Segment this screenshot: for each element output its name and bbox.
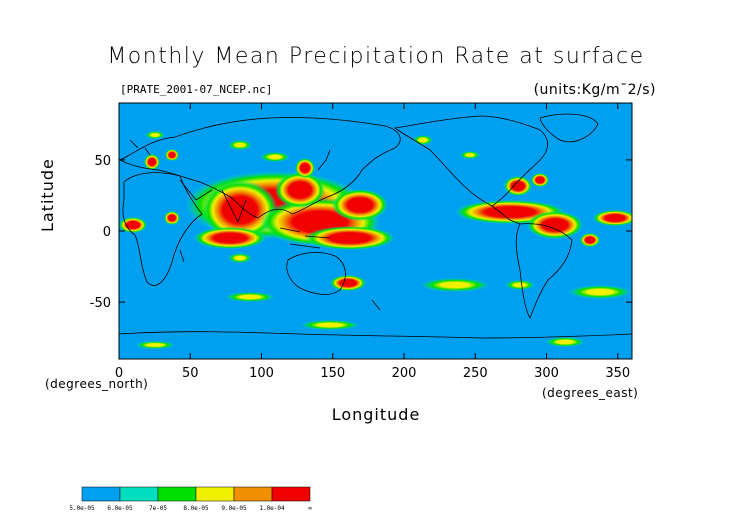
- y-tick-label: 0: [103, 225, 111, 240]
- colorbar-swatch: [195, 486, 235, 502]
- y-axis-ticks: 50 0 -50: [90, 154, 632, 311]
- colorbar-label: 7e-05: [149, 505, 167, 512]
- coastlines: [119, 113, 632, 339]
- y-tick-label: -50: [90, 296, 111, 311]
- file-name: [PRATE_2001-07_NCEP.nc]: [120, 83, 273, 96]
- x-tick-label: 150: [320, 366, 345, 381]
- y-axis-units: (degrees_north): [45, 377, 149, 391]
- colorbar-label: ∞: [308, 505, 312, 512]
- x-tick-label: 200: [392, 366, 417, 381]
- colorbar-label: 1.0e-04: [259, 505, 285, 512]
- colorbar-swatch: [233, 486, 273, 502]
- colorbar-label: 8.0e-05: [183, 505, 209, 512]
- x-tick-label: 0: [115, 366, 123, 381]
- colorbar-label: 5.0e-05: [69, 505, 95, 512]
- colorbar-label: 9.0e-05: [221, 505, 247, 512]
- colorbar-swatch: [81, 486, 121, 502]
- colorbar-swatch: [157, 486, 197, 502]
- x-tick-label: 350: [605, 366, 630, 381]
- x-axis-ticks: 0 50 100 150 200 250 300 350: [115, 103, 630, 381]
- colorbar-swatch: [119, 486, 159, 502]
- x-axis-title: Longitude: [331, 405, 421, 424]
- colorbar-label: 6.0e-05: [107, 505, 133, 512]
- colorbar-swatch: [271, 486, 311, 502]
- x-tick-label: 250: [463, 366, 488, 381]
- colorbar: 5.0e-05 6.0e-05 7e-05 8.0e-05 9.0e-05 1.0e-04…: [69, 486, 312, 512]
- y-tick-label: 50: [94, 154, 111, 169]
- precipitation-field: [119, 131, 632, 349]
- x-tick-label: 50: [182, 366, 199, 381]
- map-title: Monthly Mean Precipitation Rate at surfa…: [107, 44, 645, 69]
- x-tick-label: 300: [534, 366, 559, 381]
- x-axis-units: (degrees_east): [542, 386, 639, 400]
- units-label: (units:Kg/m¯2/s): [533, 82, 656, 98]
- y-axis-title: Latitude: [38, 158, 57, 232]
- x-tick-label: 100: [249, 366, 274, 381]
